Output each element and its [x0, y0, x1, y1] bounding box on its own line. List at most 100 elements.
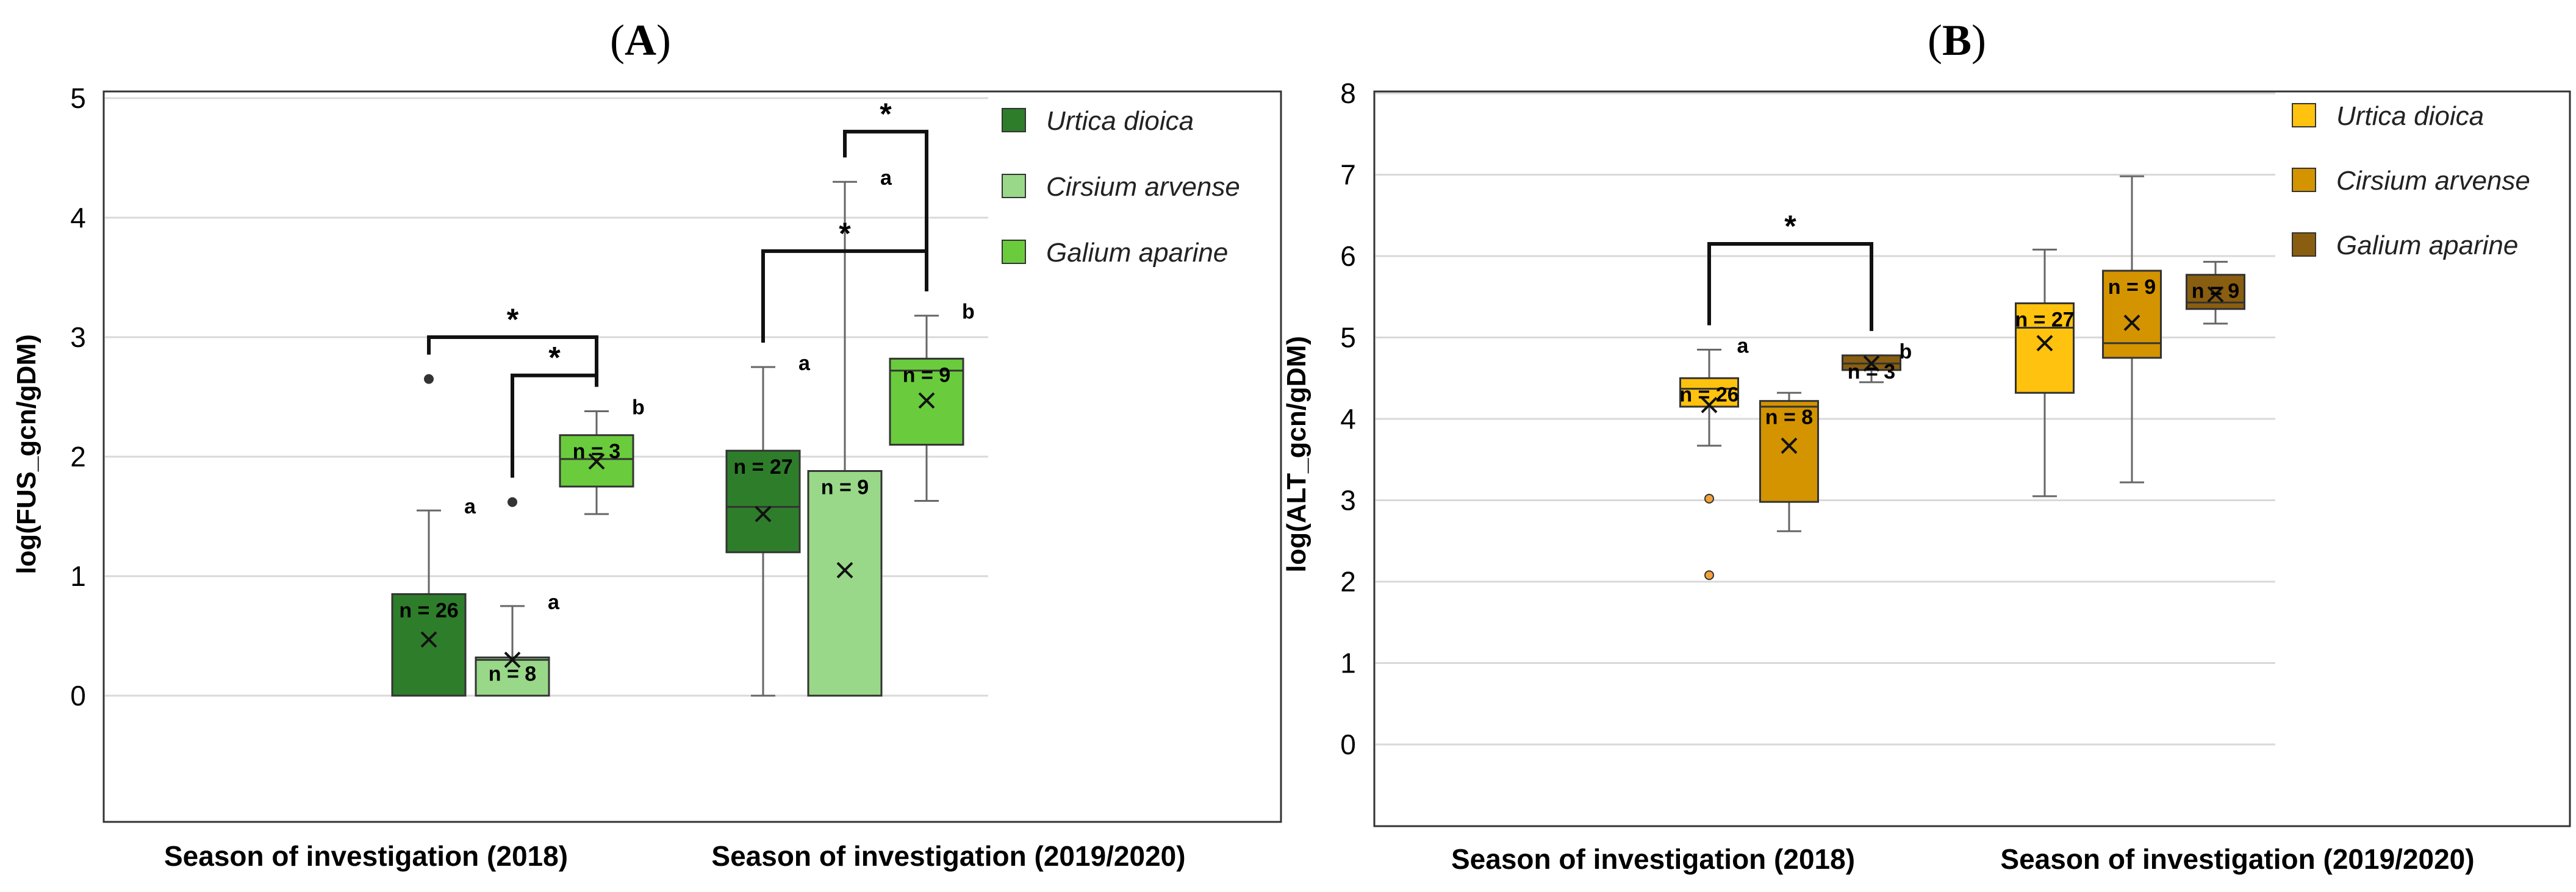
- box-body: [475, 656, 550, 697]
- mean-marker: [755, 505, 772, 523]
- mean-marker: [2207, 286, 2224, 303]
- mean-marker: [1863, 355, 1880, 372]
- outlier-point: [424, 374, 434, 384]
- legend-label-cirsium-arvense: Cirsium arvense: [2336, 166, 2530, 196]
- legend-swatch-cirsium-arvense: [2292, 168, 2316, 192]
- mean-marker: [918, 392, 935, 409]
- panel-a: (A) log(FUS_gcn/gDM) 0 1 2 3 4 5 Season of in…: [12, 16, 1282, 872]
- significance-letter: b: [632, 396, 645, 419]
- panel-b-y-axis-title: log(ALT_gcn/gDM): [1282, 336, 1311, 573]
- mean-marker: [1781, 437, 1798, 454]
- mean-marker: [836, 562, 853, 579]
- mean-marker: [504, 651, 521, 668]
- panel-b-y-ticks: 0 1 2 3 4 5 6 7 8: [1340, 77, 1356, 760]
- panel-b-letter: B: [1942, 16, 1971, 65]
- panel-a-label: (A): [610, 16, 671, 65]
- n-label: n = 27: [733, 455, 792, 479]
- panel-a-y-tick-label: 3: [70, 321, 86, 353]
- n-label: n = 8: [489, 662, 536, 685]
- significance-bracket: [1707, 241, 1873, 331]
- significance-letter: a: [548, 591, 560, 614]
- panel-a-box-galium-aparine: n = 3 b: [559, 396, 645, 515]
- panel-b-y-tick-label: 3: [1340, 485, 1356, 516]
- panel-b-grid: [1376, 92, 2275, 746]
- panel-b-y-tick-label: 2: [1340, 566, 1356, 598]
- significance-bracket: [427, 335, 598, 387]
- panel-b-legend-background: [2280, 98, 2567, 271]
- panel-b-box-galium-aparine: n = 3b: [1842, 340, 1912, 384]
- n-label: n = 26: [399, 599, 458, 622]
- panel-a-box-cirsium-arvense: n = 8 a: [475, 497, 560, 697]
- panel-b-group-label-2019-2020: Season of investigation (2019/2020): [2000, 843, 2474, 875]
- panel-a-y-axis-title: log(FUS_gcn/gDM): [12, 334, 41, 574]
- significance-letter: a: [464, 495, 476, 518]
- legend-swatch-galium-aparine: [2292, 232, 2316, 257]
- panel-a-letter: A: [625, 16, 656, 65]
- box-body: [391, 593, 467, 697]
- mean-marker: [1701, 396, 1718, 413]
- panel-a-y-tick-label: 2: [70, 441, 86, 473]
- significance-bracket: [511, 373, 598, 478]
- panel-a-boxes: n = 26 a n = 8 a n = 3 b n = 27 a n = 9 a n = 9 b: [391, 166, 975, 697]
- panel-a-y-tick-label: 4: [70, 202, 86, 234]
- panel-b-y-tick-label: 8: [1340, 77, 1356, 109]
- significance-letter: b: [962, 301, 975, 324]
- significance-star: *: [507, 302, 519, 337]
- legend-label-urtica-dioica: Urtica dioica: [2336, 101, 2484, 131]
- significance-bracket: [843, 129, 928, 291]
- outlier-point: [508, 497, 517, 507]
- panel-a-significance: * * * *: [427, 97, 928, 478]
- n-label: n = 9: [2108, 276, 2156, 299]
- panel-a-box-urtica-dioica: n = 27 a: [725, 352, 811, 697]
- legend-swatch-galium-aparine: [1002, 240, 1026, 264]
- legend-label-galium-aparine: Galium aparine: [1046, 238, 1228, 268]
- panel-a-group-label-2019-2020: Season of investigation (2019/2020): [711, 840, 1185, 872]
- n-label: n = 9: [2192, 280, 2239, 303]
- panel-b-y-tick-label: 5: [1340, 322, 1356, 354]
- panel-a-legend: Urtica dioica Cirsium arvense Galium apa…: [993, 102, 1280, 268]
- mean-marker: [2036, 335, 2053, 352]
- outlier-point: [1704, 570, 1714, 580]
- mean-marker: [588, 453, 605, 470]
- panel-a-y-tick-label: 5: [70, 82, 86, 114]
- panel-b-box-urtica-dioica: n = 27: [2015, 248, 2075, 498]
- box-body: [807, 470, 883, 697]
- panel-b-frame: [1373, 90, 2571, 827]
- panel-b-box-cirsium-arvense: n = 8: [1759, 391, 1819, 532]
- n-label: n = 3: [1848, 360, 1895, 384]
- box-body: [1759, 400, 1819, 503]
- mean-marker: [2123, 315, 2140, 331]
- panel-a-y-ticks: 0 1 2 3 4 5: [70, 82, 86, 712]
- panel-b-boxes: n = 26 a n = 8 n = 3b n = 27 n = 9 n = 9: [1679, 175, 2245, 580]
- significance-star: *: [548, 341, 561, 375]
- panel-b-significance: *: [1707, 209, 1873, 331]
- panel-b-y-tick-label: 4: [1340, 403, 1356, 435]
- n-label: n = 9: [903, 363, 950, 387]
- significance-letter: a: [798, 352, 811, 375]
- legend-label-cirsium-arvense: Cirsium arvense: [1046, 172, 1240, 202]
- legend-swatch-urtica-dioica: [2292, 103, 2316, 127]
- box-body: [725, 449, 801, 554]
- significance-star: *: [839, 216, 851, 251]
- significance-star: *: [1784, 209, 1796, 243]
- panel-b-y-tick-label: 1: [1340, 648, 1356, 679]
- panel-b-y-tick-label: 7: [1340, 159, 1356, 191]
- n-label: n = 26: [1679, 383, 1738, 406]
- panel-b-box-urtica-dioica: n = 26 a: [1679, 335, 1749, 580]
- panel-a-y-tick-label: 0: [70, 680, 86, 712]
- mean-marker: [420, 631, 437, 648]
- legend-swatch-cirsium-arvense: [1002, 174, 1026, 198]
- panel-b-box-galium-aparine: n = 9: [2186, 260, 2245, 325]
- significance-letter: a: [1737, 335, 1749, 358]
- significance-letter: a: [880, 166, 892, 190]
- panel-a-box-urtica-dioica: n = 26 a: [391, 374, 476, 697]
- outlier-point: [1704, 493, 1714, 504]
- n-label: n = 9: [821, 476, 869, 499]
- panel-b-y-tick-label: 6: [1340, 240, 1356, 272]
- legend-label-galium-aparine: Galium aparine: [2336, 230, 2518, 260]
- panel-a-legend-background: [993, 102, 1280, 215]
- panel-a-box-cirsium-arvense: n = 9 a: [807, 166, 892, 697]
- significance-star: *: [880, 97, 892, 131]
- box-body: [2015, 302, 2075, 394]
